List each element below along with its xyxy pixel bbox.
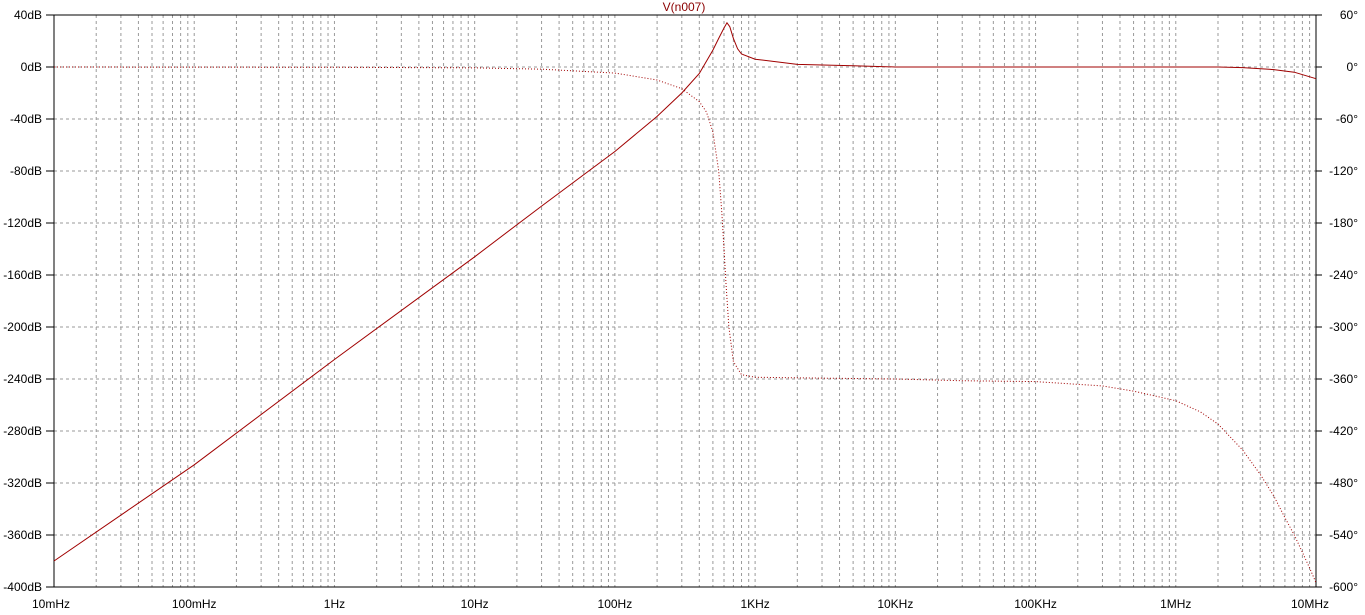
y-right-tick-label: -240°	[1329, 268, 1358, 282]
y-left-tick-label: -320dB	[3, 476, 42, 490]
y-left-tick-label: -360dB	[3, 528, 42, 542]
x-tick-label: 10KHz	[877, 597, 913, 611]
x-tick-label: 100KHz	[1014, 597, 1057, 611]
y-right-tick-label: -60°	[1336, 112, 1358, 126]
y-left-tick-label: -200dB	[3, 320, 42, 334]
y-right-tick-label: -540°	[1329, 528, 1358, 542]
x-tick-label: 1KHz	[740, 597, 769, 611]
y-right-tick-labels: 60° 0° -60° -120° -180° -240° -300° -360° -420° -…	[1316, 8, 1358, 594]
grid	[54, 15, 1316, 587]
x-tick-label: 1MHz	[1160, 597, 1191, 611]
y-right-tick-label: -480°	[1329, 476, 1358, 490]
y-right-tick-label: -300°	[1329, 320, 1358, 334]
y-left-tick-label: -280dB	[3, 424, 42, 438]
phase-trace	[53, 66, 1317, 583]
y-left-tick-label: -80dB	[10, 164, 42, 178]
chart-title: V(n007)	[663, 0, 706, 14]
x-tick-label: 100Hz	[598, 597, 633, 611]
y-left-tick-label: -160dB	[3, 268, 42, 282]
y-left-tick-label: -400dB	[3, 580, 42, 594]
y-left-tick-labels: 40dB 0dB -40dB -80dB -120dB -160dB -200dB -240d…	[3, 8, 54, 594]
y-right-tick-label: -600°	[1329, 580, 1358, 594]
series-layer	[53, 21, 1317, 583]
y-right-tick-label: -420°	[1329, 424, 1358, 438]
y-left-tick-label: -40dB	[10, 112, 42, 126]
y-right-tick-label: 60°	[1340, 8, 1358, 22]
y-left-tick-label: 0dB	[21, 60, 42, 74]
y-left-tick-label: 40dB	[14, 8, 42, 22]
plot-frame	[53, 14, 1317, 588]
y-right-tick-label: -180°	[1329, 216, 1358, 230]
y-right-tick-label: 0°	[1347, 60, 1359, 74]
x-tick-label: 100mHz	[172, 597, 217, 611]
x-tick-label: 1Hz	[324, 597, 345, 611]
y-right-tick-label: -120°	[1329, 164, 1358, 178]
x-tick-label: 10Hz	[461, 597, 489, 611]
y-left-tick-label: -120dB	[3, 216, 42, 230]
y-right-tick-label: -360°	[1329, 372, 1358, 386]
x-tick-label: 10MHz	[1291, 597, 1329, 611]
magnitude-trace	[53, 21, 1317, 562]
x-tick-label: 10mHz	[32, 597, 70, 611]
y-left-tick-label: -240dB	[3, 372, 42, 386]
x-tick-labels: 10mHz 100mHz 1Hz 10Hz 100Hz 1KHz 10KHz 100KHz 1M…	[32, 597, 1329, 611]
